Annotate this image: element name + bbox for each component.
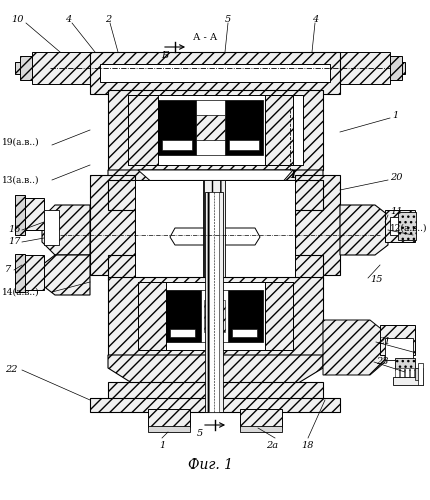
Text: 5: 5 bbox=[225, 16, 231, 24]
Bar bbox=[390, 217, 415, 235]
Polygon shape bbox=[323, 320, 385, 375]
Polygon shape bbox=[108, 355, 323, 385]
Bar bbox=[100, 64, 330, 82]
Bar bbox=[400, 368, 404, 380]
Bar bbox=[15, 254, 25, 292]
Bar bbox=[22, 198, 44, 230]
Text: 12(а.в..): 12(а.в..) bbox=[390, 224, 427, 232]
Bar bbox=[196, 115, 225, 140]
Text: 22: 22 bbox=[5, 366, 18, 374]
Bar bbox=[15, 195, 25, 235]
Bar bbox=[225, 100, 263, 155]
Bar bbox=[325, 62, 405, 74]
Bar bbox=[158, 100, 196, 155]
Bar bbox=[201, 290, 228, 342]
Bar bbox=[90, 52, 340, 94]
Text: 18: 18 bbox=[302, 440, 314, 450]
Polygon shape bbox=[42, 255, 90, 295]
Polygon shape bbox=[138, 170, 293, 185]
Bar bbox=[22, 255, 44, 290]
Bar bbox=[138, 282, 293, 350]
Text: 10: 10 bbox=[12, 16, 24, 24]
Bar bbox=[385, 210, 415, 242]
Bar bbox=[295, 175, 340, 275]
Bar bbox=[240, 409, 282, 427]
Text: Б: Б bbox=[161, 50, 169, 59]
Bar bbox=[390, 56, 402, 80]
Bar bbox=[395, 358, 415, 370]
Text: 4: 4 bbox=[65, 16, 71, 24]
Bar bbox=[385, 338, 413, 360]
Bar bbox=[108, 382, 323, 400]
Bar bbox=[398, 212, 416, 240]
Bar bbox=[148, 426, 190, 432]
Bar bbox=[135, 180, 295, 280]
Bar bbox=[20, 56, 32, 80]
Circle shape bbox=[355, 229, 361, 235]
Bar bbox=[196, 100, 225, 155]
Circle shape bbox=[352, 226, 364, 238]
Bar bbox=[170, 329, 195, 337]
Bar bbox=[166, 290, 201, 342]
Bar bbox=[415, 368, 419, 380]
Text: 19(а.в..): 19(а.в..) bbox=[2, 138, 40, 146]
Bar bbox=[203, 180, 225, 280]
Text: Фиг. 1: Фиг. 1 bbox=[187, 458, 233, 472]
Bar bbox=[405, 368, 409, 380]
Bar bbox=[265, 282, 293, 350]
Bar bbox=[128, 95, 303, 165]
Bar bbox=[395, 368, 399, 380]
Bar bbox=[148, 409, 190, 427]
Bar bbox=[108, 90, 323, 170]
Bar bbox=[325, 52, 390, 84]
Text: 15: 15 bbox=[370, 276, 383, 284]
Polygon shape bbox=[340, 205, 388, 255]
Polygon shape bbox=[42, 205, 90, 255]
Text: 5: 5 bbox=[197, 428, 203, 438]
Text: 17: 17 bbox=[8, 238, 21, 246]
Text: 13(а.в..): 13(а.в..) bbox=[2, 176, 40, 184]
Text: 20: 20 bbox=[390, 174, 402, 182]
Text: I: I bbox=[290, 170, 296, 180]
Polygon shape bbox=[170, 228, 260, 245]
Text: 16: 16 bbox=[8, 226, 21, 234]
Bar bbox=[229, 140, 259, 150]
Polygon shape bbox=[108, 170, 323, 205]
Bar bbox=[415, 368, 423, 380]
Bar bbox=[15, 62, 95, 74]
Bar bbox=[32, 52, 92, 84]
Bar bbox=[205, 192, 223, 412]
Bar bbox=[108, 255, 323, 280]
Bar bbox=[90, 398, 340, 412]
Bar bbox=[380, 325, 415, 355]
Bar bbox=[138, 282, 166, 350]
Bar bbox=[240, 426, 282, 432]
Text: 14(а.в..): 14(а.в..) bbox=[2, 288, 40, 296]
Text: 11: 11 bbox=[390, 208, 402, 216]
Bar bbox=[410, 368, 414, 380]
Text: 2: 2 bbox=[105, 16, 111, 24]
Text: 21: 21 bbox=[378, 338, 390, 346]
Bar bbox=[128, 95, 158, 165]
Text: 4: 4 bbox=[312, 16, 318, 24]
Bar bbox=[265, 95, 293, 165]
Bar bbox=[108, 180, 323, 210]
Bar bbox=[209, 192, 219, 412]
Bar bbox=[393, 377, 423, 385]
Text: А - А: А - А bbox=[193, 34, 217, 42]
Bar bbox=[228, 290, 263, 342]
Bar bbox=[418, 363, 423, 385]
Text: 1: 1 bbox=[392, 110, 398, 120]
Bar bbox=[90, 175, 135, 275]
Text: 2а: 2а bbox=[266, 440, 278, 450]
Text: 23: 23 bbox=[376, 358, 388, 366]
Bar bbox=[44, 210, 59, 245]
Bar bbox=[232, 329, 257, 337]
Bar bbox=[204, 300, 225, 332]
Text: 7: 7 bbox=[5, 266, 11, 274]
Bar bbox=[162, 140, 192, 150]
Bar bbox=[108, 277, 323, 355]
Text: 1: 1 bbox=[159, 440, 165, 450]
